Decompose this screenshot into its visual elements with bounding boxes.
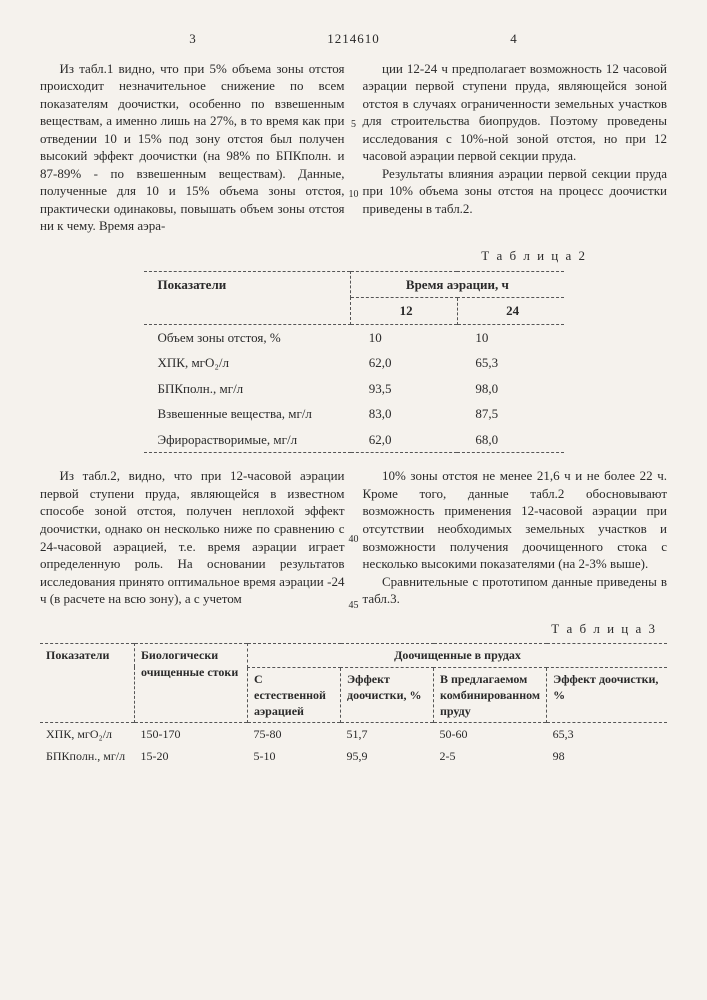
text-block-2: Из табл.2, видно, что при 12-часовой аэр… bbox=[40, 467, 667, 607]
table-row: Взвешенные вещества, мг/л 83,0 87,5 bbox=[144, 401, 564, 427]
table-2: Показатели Время аэрации, ч 12 24 Объем … bbox=[144, 271, 564, 454]
table-row: БПКполн., мг/л 15-20 5-10 95,9 2-5 98 bbox=[40, 745, 667, 767]
t3-h-ind: Показатели bbox=[40, 644, 135, 723]
line-num-40: 40 bbox=[349, 533, 359, 547]
para1-right-b: Результаты влияния аэрации первой секции… bbox=[363, 165, 668, 218]
t3-h-nat: С естественной аэрацией bbox=[248, 667, 341, 723]
para1-right-a: ции 12-24 ч предполагает возможность 12 … bbox=[363, 60, 668, 165]
t3-h-eff2: Эффект доочистки, % bbox=[547, 667, 667, 723]
t3-h-bio: Биологически очищенные стоки bbox=[135, 644, 248, 723]
para2-right-a: 10% зоны отстоя не менее 21,6 ч и не бол… bbox=[363, 467, 668, 572]
table-row: ХПК, мгО₂/л 150-170 75-80 51,7 50-60 65,… bbox=[40, 723, 667, 746]
table2-caption: Т а б л и ц а 2 bbox=[40, 247, 587, 265]
table-row: Объем зоны отстоя, % 10 10 bbox=[144, 324, 564, 350]
doc-id: 3 1214610 4 bbox=[40, 30, 667, 48]
table-3: Показатели Биологически очищенные стоки … bbox=[40, 643, 667, 767]
col-right-2: 10% зоны отстоя не менее 21,6 ч и не бол… bbox=[363, 467, 668, 607]
table-row: ХПК, мгО₂/л 62,0 65,3 bbox=[144, 350, 564, 376]
t2-header-ind: Показатели bbox=[144, 271, 351, 324]
col-left-2: Из табл.2, видно, что при 12-часовой аэр… bbox=[40, 467, 345, 607]
table-row: БПКполн., мг/л 93,5 98,0 bbox=[144, 376, 564, 402]
t3-h-ponds: Доочищенные в прудах bbox=[248, 644, 668, 667]
line-num-45: 45 bbox=[349, 599, 359, 613]
text-block-1: Из табл.1 видно, что при 5% объема зоны … bbox=[40, 60, 667, 235]
t3-h-eff1: Эффект доочистки, % bbox=[341, 667, 434, 723]
table-row: Эфирорастворимые, мг/л 62,0 68,0 bbox=[144, 427, 564, 453]
line-num-10: 10 bbox=[349, 188, 359, 202]
t2-header-time: Время аэрации, ч bbox=[351, 271, 564, 298]
col-left-1: Из табл.1 видно, что при 5% объема зоны … bbox=[40, 60, 345, 235]
table3-caption: Т а б л и ц а 3 bbox=[40, 620, 657, 638]
t3-h-comb: В предлагаемом комбинированном пруду bbox=[434, 667, 547, 723]
para2-right-b: Сравнительные с прототипом данные привед… bbox=[363, 573, 668, 608]
col-right-1: ции 12-24 ч предполагает возможность 12 … bbox=[363, 60, 668, 235]
t2-h12: 12 bbox=[351, 298, 458, 325]
para2-left: Из табл.2, видно, что при 12-часовой аэр… bbox=[40, 467, 345, 607]
line-num-5: 5 bbox=[351, 118, 356, 132]
t2-h24: 24 bbox=[457, 298, 563, 325]
para1-left: Из табл.1 видно, что при 5% объема зоны … bbox=[40, 60, 345, 235]
